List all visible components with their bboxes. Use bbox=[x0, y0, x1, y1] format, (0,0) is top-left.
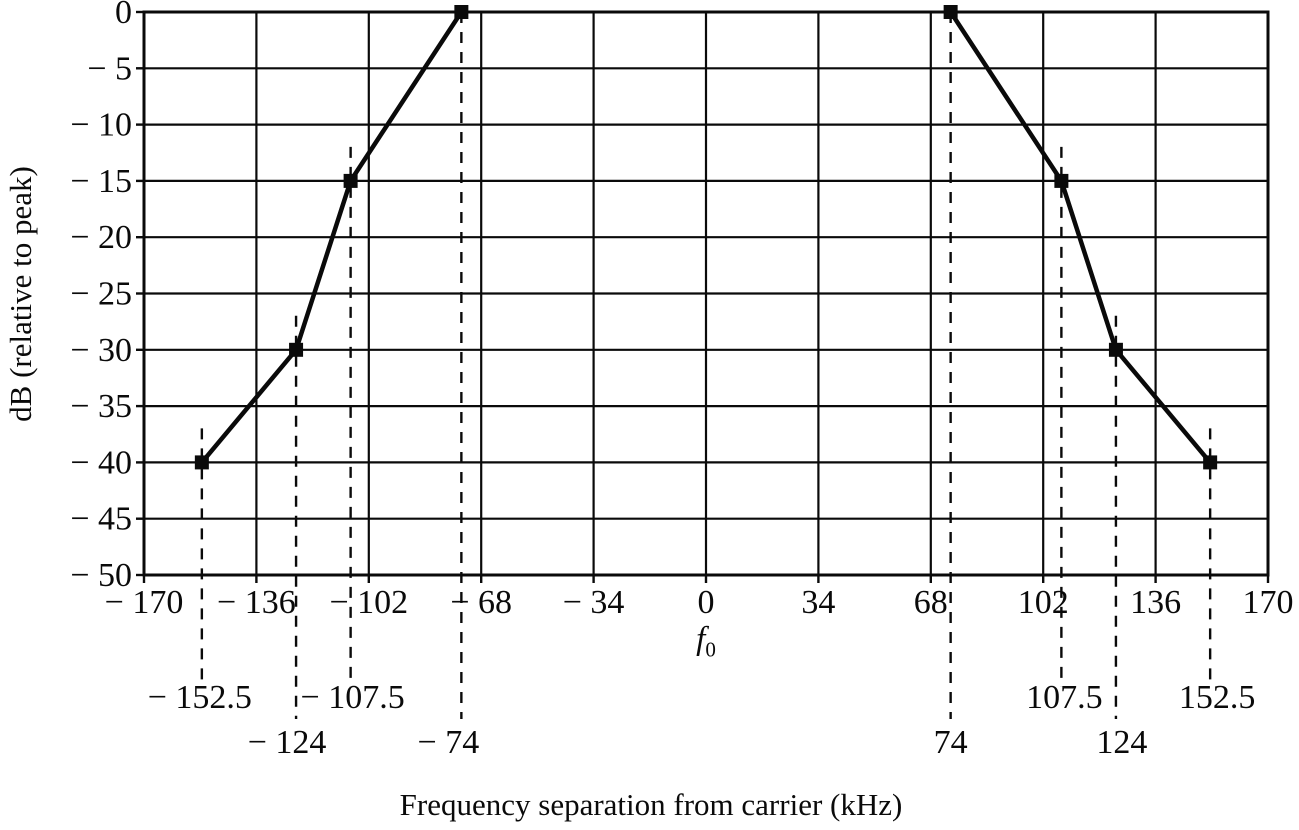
x-tick-label: 170 bbox=[1243, 584, 1294, 621]
y-tick-label: − 15 bbox=[70, 163, 132, 200]
y-axis-title: dB (relative to peak) bbox=[3, 166, 38, 422]
carrier-subscript: 0 bbox=[705, 637, 716, 662]
y-tick-label: − 40 bbox=[70, 444, 132, 481]
x-tick-label: − 170 bbox=[105, 584, 184, 621]
x-tick-label: − 136 bbox=[217, 584, 296, 621]
annotation-label: − 124 bbox=[248, 724, 327, 761]
annotation-label: 124 bbox=[1096, 724, 1147, 761]
data-point-marker bbox=[943, 5, 958, 19]
annotation-label: − 107.5 bbox=[301, 679, 405, 716]
y-tick-label: − 20 bbox=[70, 219, 132, 256]
annotation-label: 74 bbox=[934, 724, 968, 761]
y-tick-label: − 5 bbox=[87, 50, 132, 87]
annotation-label: − 152.5 bbox=[148, 679, 252, 716]
annotation-dash-lines bbox=[200, 12, 1212, 719]
data-point-marker bbox=[1203, 455, 1218, 470]
y-tick-label: − 35 bbox=[70, 388, 132, 425]
x-axis-title: Frequency separation from carrier (kHz) bbox=[399, 787, 903, 822]
tick-labels: 0 − 5 − 10 − 15 − 20 − 25 − 30 − 35 − 40 − 45 − 50… bbox=[70, 0, 1293, 621]
x-tick-label: 102 bbox=[1018, 584, 1069, 621]
y-tick-label: − 25 bbox=[70, 276, 132, 313]
x-tick-label: 34 bbox=[801, 584, 835, 621]
mask-line bbox=[948, 10, 1212, 464]
annotation-labels: − 152.5 − 124 − 107.5 − 74 74 107.5 124 152.5 bbox=[148, 679, 1256, 761]
x-tick-label: − 34 bbox=[563, 584, 625, 621]
data-point-marker bbox=[1108, 342, 1123, 357]
data-point-marker bbox=[194, 455, 209, 470]
x-tick-label: − 68 bbox=[450, 584, 512, 621]
x-tick-label: − 102 bbox=[329, 584, 408, 621]
y-tick-label: − 10 bbox=[70, 107, 132, 144]
carrier-frequency-label: f0 bbox=[696, 621, 716, 660]
data-point-marker bbox=[1054, 173, 1069, 188]
mask-line bbox=[200, 10, 464, 464]
y-tick-label: − 30 bbox=[70, 332, 132, 369]
data-point-marker bbox=[343, 173, 358, 188]
y-tick-label: 0 bbox=[115, 0, 132, 31]
data-point-marker bbox=[454, 5, 469, 19]
annotation-label: 152.5 bbox=[1179, 679, 1256, 716]
carrier-symbol: f bbox=[696, 621, 706, 657]
x-tick-label: 136 bbox=[1130, 584, 1181, 621]
x-tick-label: 68 bbox=[914, 584, 948, 621]
annotation-label: − 74 bbox=[418, 724, 480, 761]
x-tick-label: 0 bbox=[698, 584, 715, 621]
plot-border bbox=[142, 10, 1270, 577]
data-point-marker bbox=[289, 342, 304, 357]
annotation-label: 107.5 bbox=[1026, 679, 1103, 716]
y-tick-label: − 45 bbox=[70, 501, 132, 538]
y-tick-label: − 50 bbox=[70, 557, 132, 594]
